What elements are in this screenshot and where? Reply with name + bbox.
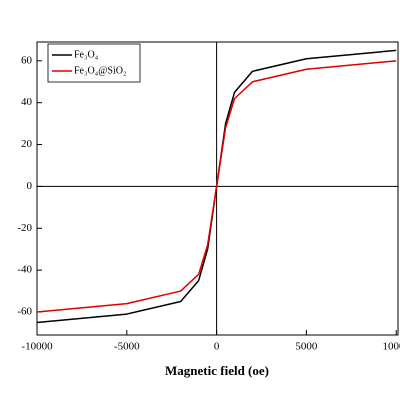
y-tick-label: 0 xyxy=(27,180,33,192)
y-tick-label: 20 xyxy=(21,138,33,150)
x-tick-label: -5000 xyxy=(114,341,140,353)
x-tick-label: 5000 xyxy=(295,341,318,353)
y-tick-label: -20 xyxy=(17,222,32,234)
data-line xyxy=(36,60,397,313)
legend-label: Fe₃O₄ xyxy=(74,49,99,60)
x-tick-label: -10000 xyxy=(21,341,53,353)
x-tick-label: 0 xyxy=(214,341,220,353)
y-tick-label: -40 xyxy=(17,264,32,276)
legend-box xyxy=(47,43,141,83)
x-axis-label: Magnetic field (oe) xyxy=(165,363,269,378)
y-tick-label: -60 xyxy=(17,306,32,318)
legend-label: Fe₃O₄@SiO₂ xyxy=(74,65,126,76)
x-tick-label: 10000 xyxy=(382,341,400,353)
y-tick-label: 40 xyxy=(21,96,33,108)
y-tick-label: 60 xyxy=(21,54,33,66)
plot-frame xyxy=(36,41,399,336)
